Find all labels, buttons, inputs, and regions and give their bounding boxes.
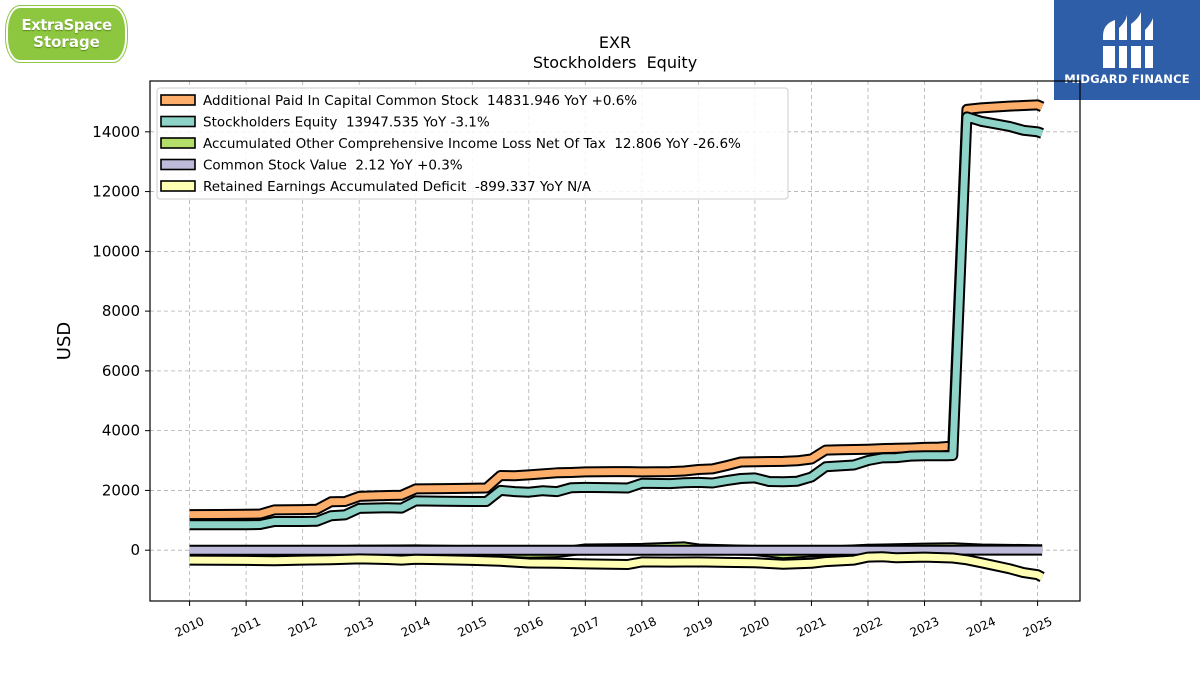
y-tick-label: 10000 xyxy=(92,242,140,260)
legend: Additional Paid In Capital Common Stock … xyxy=(156,87,789,200)
x-tick-label: 2020 xyxy=(738,614,772,640)
logo-line-2: Storage xyxy=(33,33,100,51)
x-tick-label: 2016 xyxy=(512,614,546,640)
y-tick-label: 0 xyxy=(130,541,140,559)
chart-title: EXR xyxy=(599,33,631,52)
legend-swatch xyxy=(160,115,196,128)
legend-entry: Additional Paid In Capital Common Stock … xyxy=(203,93,637,109)
x-tick-label: 2022 xyxy=(851,614,885,640)
legend-box xyxy=(156,87,789,200)
y-tick-label: 6000 xyxy=(102,362,140,380)
x-tick-label: 2010 xyxy=(173,614,207,640)
y-tick-label: 12000 xyxy=(92,183,140,201)
x-tick-label: 2018 xyxy=(625,614,659,640)
x-tick-label: 2012 xyxy=(286,614,320,640)
legend-entry: Stockholders Equity 13947.535 YoY -3.1% xyxy=(203,115,490,131)
y-tick-label: 2000 xyxy=(102,481,140,499)
x-tick-label: 2014 xyxy=(399,614,433,640)
legend-swatch xyxy=(160,137,196,149)
series-line-stockholders-equity xyxy=(189,113,1044,529)
series-line-additional-paid-in-capital-common-stock xyxy=(189,101,1044,519)
series-layer xyxy=(189,99,1045,582)
y-tick-label: 4000 xyxy=(102,422,140,440)
legend-swatch xyxy=(160,180,196,192)
x-tick-label: 2019 xyxy=(682,614,716,640)
plot-frame xyxy=(149,80,1081,602)
legend-entry: Accumulated Other Comprehensive Income L… xyxy=(203,136,741,152)
y-tick-label: 14000 xyxy=(92,123,140,141)
x-tick-label: 2013 xyxy=(342,614,376,640)
x-tick-label: 2023 xyxy=(908,614,942,640)
legend-entry: Retained Earnings Accumulated Deficit -8… xyxy=(203,179,592,195)
series-line-retained-earnings-accumulated-deficit xyxy=(189,553,1044,581)
midgard-finance-logo: MIDGARD FINANCE xyxy=(1054,0,1200,100)
x-tick-label: 2024 xyxy=(964,614,998,640)
x-tick-label: 2025 xyxy=(1021,614,1055,640)
extra-space-storage-logo: ExtraSpace Storage xyxy=(6,6,127,62)
legend-entry: Common Stock Value 2.12 YoY +0.3% xyxy=(203,158,463,174)
x-tick-label: 2015 xyxy=(455,614,489,640)
y-axis-label: USD xyxy=(54,322,75,360)
logo-line-1: ExtraSpace xyxy=(21,16,112,34)
chart-subtitle: Stockholders Equity xyxy=(533,53,697,72)
midgard-emblem-icon xyxy=(1101,12,1155,68)
x-tick-label: 2017 xyxy=(569,614,603,640)
x-tick-label: 2011 xyxy=(229,614,263,640)
x-tick-label: 2021 xyxy=(795,614,829,640)
midgard-finance-wordmark: MIDGARD FINANCE xyxy=(1064,72,1190,86)
y-tick-label: 8000 xyxy=(102,302,140,320)
legend-swatch xyxy=(160,94,196,106)
legend-swatch xyxy=(160,158,196,171)
